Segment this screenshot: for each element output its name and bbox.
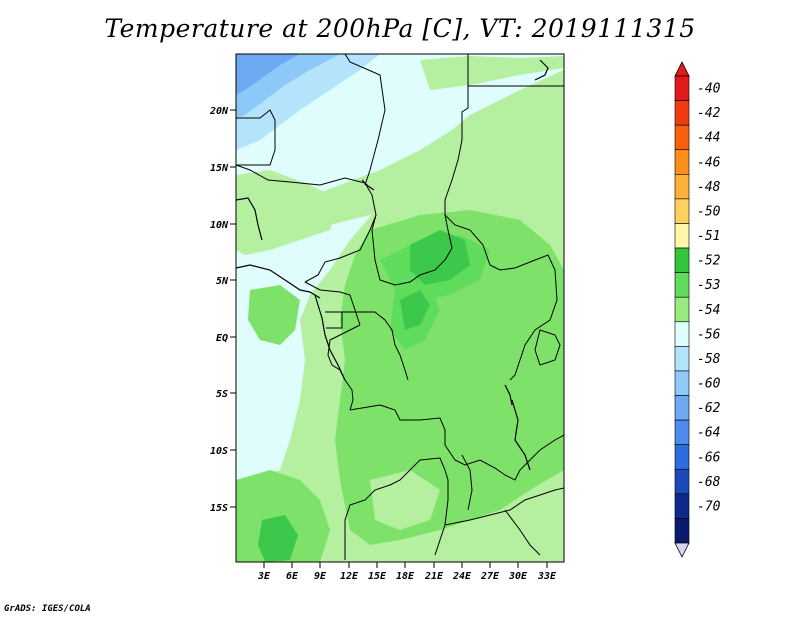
field-green-streak-3 [420, 56, 564, 90]
field-darkgreen-sw [258, 515, 298, 562]
colorbar-label: -68 [697, 475, 721, 490]
lat-axis: 20N 15N 10N 5N EQ 5S 10S 15S [209, 106, 236, 514]
colorbar-label: -60 [697, 377, 721, 392]
map-title: Temperature at 200hPa [C], VT: 201911131… [104, 14, 696, 43]
lat-label: 10N [210, 220, 229, 231]
colorbar-label: -51 [697, 229, 720, 244]
lon-axis: 3E 6E 9E 12E 15E 18E 21E 24E 27E 30E 33E [257, 562, 557, 582]
colorbar-swatch [674, 296, 690, 323]
grads-credit: GrADS: IGES/COLA [4, 604, 91, 614]
colorbar-label: -66 [697, 450, 721, 465]
colorbar-label: -46 [697, 155, 721, 170]
lat-label: EQ [216, 333, 228, 344]
field-lightgreen-south [370, 470, 440, 530]
colorbar-swatch [674, 493, 690, 519]
field-green-streak-2 [300, 75, 564, 225]
colorbar-swatch [674, 272, 690, 298]
lat-label: 5N [216, 276, 229, 287]
lon-label: 9E [314, 571, 327, 582]
lon-label: 15E [368, 571, 387, 582]
colorbar-label: -40 [697, 82, 721, 97]
lat-label: 15N [210, 163, 229, 174]
map-plot-area [236, 54, 564, 562]
coastline-lakes [236, 59, 549, 471]
lon-label: 6E [286, 571, 299, 582]
colorbar-swatch [674, 198, 690, 224]
colorbar-swatch [674, 444, 690, 470]
colorbar-swatch [674, 75, 690, 101]
colorbar-label: -62 [697, 401, 721, 416]
lon-label: 18E [396, 571, 415, 582]
colorbar-swatch [674, 321, 690, 347]
colorbar-swatch [674, 518, 690, 544]
colorbar-label: -70 [697, 499, 721, 514]
field-darkgreen-2 [400, 290, 430, 330]
colorbar-swatch [674, 223, 690, 249]
colorbar-label: -48 [697, 180, 721, 195]
lat-label: 20N [209, 106, 229, 117]
field-midgreen-west [248, 285, 300, 345]
colorbar-label: -53 [697, 278, 720, 293]
lon-label: 3E [257, 571, 271, 582]
colorbar-swatch [674, 124, 690, 151]
lon-label: 12E [340, 571, 359, 582]
lat-label: 10S [210, 446, 228, 457]
colorbar-label: -44 [697, 131, 720, 146]
colorbar-label: -50 [697, 204, 721, 219]
colorbar-label: -42 [697, 106, 721, 121]
colorbar: -40 -42 -44 -46 -48 -50 -51 -52 -53 -54 -56 -58 -60 -… [674, 61, 721, 558]
field-green-streak-1 [236, 170, 340, 255]
colorbar-swatch [674, 174, 690, 200]
lon-label: 21E [424, 571, 444, 582]
colorbar-swatch [674, 247, 690, 273]
field-darkgreen-1 [410, 230, 470, 285]
field-midgreen-central [335, 210, 564, 545]
field-cyan-north [236, 54, 564, 485]
colorbar-swatch [674, 395, 690, 421]
colorbar-swatch [674, 468, 690, 495]
colorbar-label: -56 [697, 327, 721, 342]
colorbar-swatch [674, 419, 690, 445]
colorbar-label: -54 [697, 303, 720, 318]
colorbar-bottom-arrow [674, 542, 690, 558]
lon-label: 24E [452, 571, 472, 582]
lat-label: 5S [216, 389, 228, 400]
colorbar-label: -64 [697, 426, 720, 441]
field-deepblue-nw [236, 54, 300, 95]
colorbar-swatch [674, 370, 690, 396]
colorbar-label: -52 [697, 254, 721, 269]
colorbar-swatch [674, 100, 690, 126]
lon-label: 30E [508, 571, 528, 582]
lon-label: 27E [480, 571, 500, 582]
lon-label: 33E [537, 571, 557, 582]
colorbar-swatch [674, 149, 690, 175]
colorbar-label: -58 [697, 352, 721, 367]
lat-label: 15S [210, 503, 228, 514]
colorbar-top-arrow [674, 61, 690, 77]
country-borders [236, 54, 564, 560]
map-frame [235, 53, 565, 563]
colorbar-swatch [674, 346, 690, 372]
